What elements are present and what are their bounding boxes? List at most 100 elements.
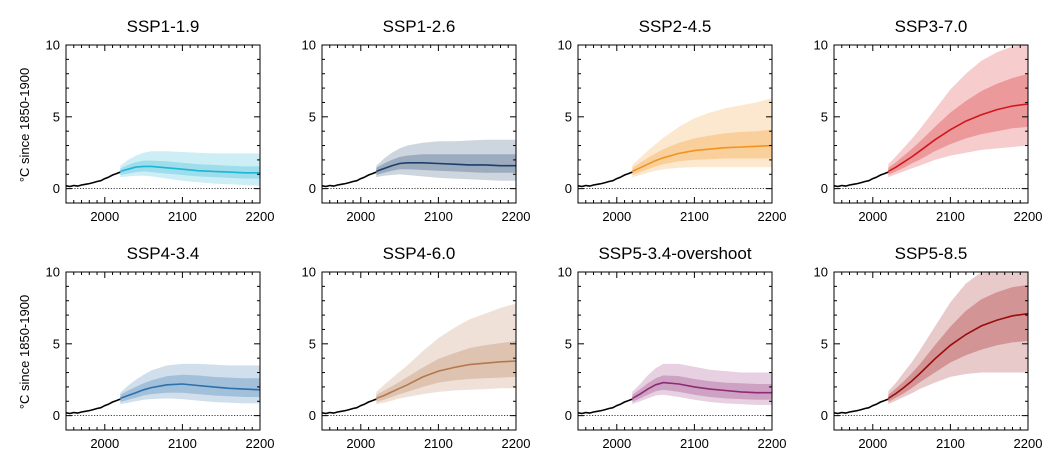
median-line: [120, 165, 260, 174]
plot-area: [578, 98, 772, 190]
x-tick-label: 2000: [858, 209, 887, 224]
x-tick-label: 2100: [680, 436, 709, 451]
axes-frame: [321, 271, 517, 431]
x-tick-label: 2000: [346, 436, 375, 451]
y-axis-label-row-1: °C since 1850-1900: [17, 68, 32, 182]
median-line: [631, 381, 772, 400]
historical-line: [322, 398, 377, 415]
band-5-95: [376, 139, 516, 181]
x-tick-label: 2200: [758, 209, 787, 224]
panel-2: SSP1-2.6 2000 2100 2200 0 5 10: [302, 17, 531, 224]
x-tick-label: 2000: [602, 209, 631, 224]
axes-frame: [577, 271, 773, 431]
y-tick-label: 0: [309, 408, 316, 423]
x-tick-label: 2200: [502, 209, 531, 224]
y-tick-label: 0: [565, 408, 572, 423]
x-tick-label: 2000: [858, 436, 887, 451]
band-5-95: [376, 303, 516, 405]
band-5-95: [120, 151, 260, 186]
panel-8: SSP5-8.5 2000 2100 2200 0 5 10: [814, 244, 1043, 451]
axes-frame: [577, 44, 773, 204]
y-axis-label-row-2: °C since 1850-1900: [17, 295, 32, 409]
historical-line: [66, 398, 121, 415]
band-17-83: [632, 129, 772, 175]
historical-line: [834, 398, 889, 415]
x-tick-label: 2200: [758, 436, 787, 451]
y-tick-label: 5: [309, 109, 316, 124]
median-line: [120, 383, 260, 400]
panel-title: SSP3-7.0: [895, 17, 968, 36]
y-tick-label: 0: [821, 408, 828, 423]
median-line: [887, 103, 1028, 173]
y-tick-label: 5: [821, 336, 828, 351]
panel-title: SSP2-4.5: [639, 17, 712, 36]
axes-frame: [65, 44, 261, 204]
y-tick-label: 0: [565, 181, 572, 196]
panel-title: SSP5-8.5: [895, 244, 968, 263]
panel-title: SSP1-2.6: [383, 17, 456, 36]
panel-7: SSP5-3.4-overshoot 2000 2100 2200 0 5 10: [558, 244, 787, 451]
plot-area: [834, 272, 1028, 417]
y-tick-label: 10: [814, 265, 828, 280]
y-tick-label: 5: [565, 109, 572, 124]
median-line: [631, 144, 772, 173]
y-tick-label: 10: [558, 38, 572, 53]
historical-line: [66, 171, 121, 188]
panel-title: SSP1-1.9: [127, 17, 200, 36]
panel-title: SSP5-3.4-overshoot: [598, 244, 751, 263]
x-tick-label: 2200: [502, 436, 531, 451]
y-tick-label: 0: [53, 181, 60, 196]
plot-area: [578, 363, 772, 417]
y-tick-label: 5: [821, 109, 828, 124]
y-tick-label: 10: [46, 38, 60, 53]
x-tick-label: 2000: [90, 436, 119, 451]
median-line: [376, 360, 516, 400]
y-tick-label: 0: [53, 408, 60, 423]
x-tick-label: 2200: [1014, 209, 1043, 224]
x-tick-label: 2000: [346, 209, 375, 224]
x-tick-label: 2100: [936, 436, 965, 451]
band-5-95: [888, 45, 1028, 178]
x-tick-label: 2100: [168, 209, 197, 224]
panel-1: SSP1-1.9 2000 2100 2200 0 5 10: [46, 17, 275, 224]
x-tick-label: 2100: [424, 209, 453, 224]
y-tick-label: 5: [309, 336, 316, 351]
axes-frame: [833, 44, 1029, 204]
x-tick-label: 2100: [936, 209, 965, 224]
y-tick-label: 10: [302, 265, 316, 280]
y-tick-label: 10: [814, 38, 828, 53]
band-5-95: [632, 363, 772, 405]
plot-area: [66, 151, 260, 190]
y-tick-label: 5: [565, 336, 572, 351]
historical-line: [578, 398, 633, 415]
historical-line: [834, 171, 889, 188]
y-tick-label: 5: [53, 336, 60, 351]
band-17-83: [120, 374, 260, 402]
x-tick-label: 2200: [1014, 436, 1043, 451]
historical-line: [578, 171, 633, 188]
plot-area: [66, 363, 260, 417]
x-tick-label: 2100: [424, 436, 453, 451]
plot-area: [322, 139, 516, 190]
band-17-83: [888, 284, 1028, 402]
panel-title: SSP4-6.0: [383, 244, 456, 263]
band-17-83: [888, 73, 1028, 175]
x-tick-label: 2200: [246, 436, 275, 451]
y-tick-label: 10: [302, 38, 316, 53]
x-tick-label: 2000: [602, 436, 631, 451]
y-tick-label: 5: [53, 109, 60, 124]
axes-frame: [65, 271, 261, 431]
axes-frame: [833, 271, 1029, 431]
x-tick-label: 2200: [246, 209, 275, 224]
historical-line: [322, 171, 377, 188]
y-tick-label: 10: [558, 265, 572, 280]
x-tick-label: 2100: [680, 209, 709, 224]
panel-4: SSP3-7.0 2000 2100 2200 0 5 10: [814, 17, 1043, 224]
plot-area: [322, 303, 516, 417]
panel-6: SSP4-6.0 2000 2100 2200 0 5 10: [302, 244, 531, 451]
y-tick-label: 10: [46, 265, 60, 280]
band-17-83: [376, 340, 516, 402]
x-tick-label: 2100: [168, 436, 197, 451]
plot-area: [834, 45, 1028, 190]
